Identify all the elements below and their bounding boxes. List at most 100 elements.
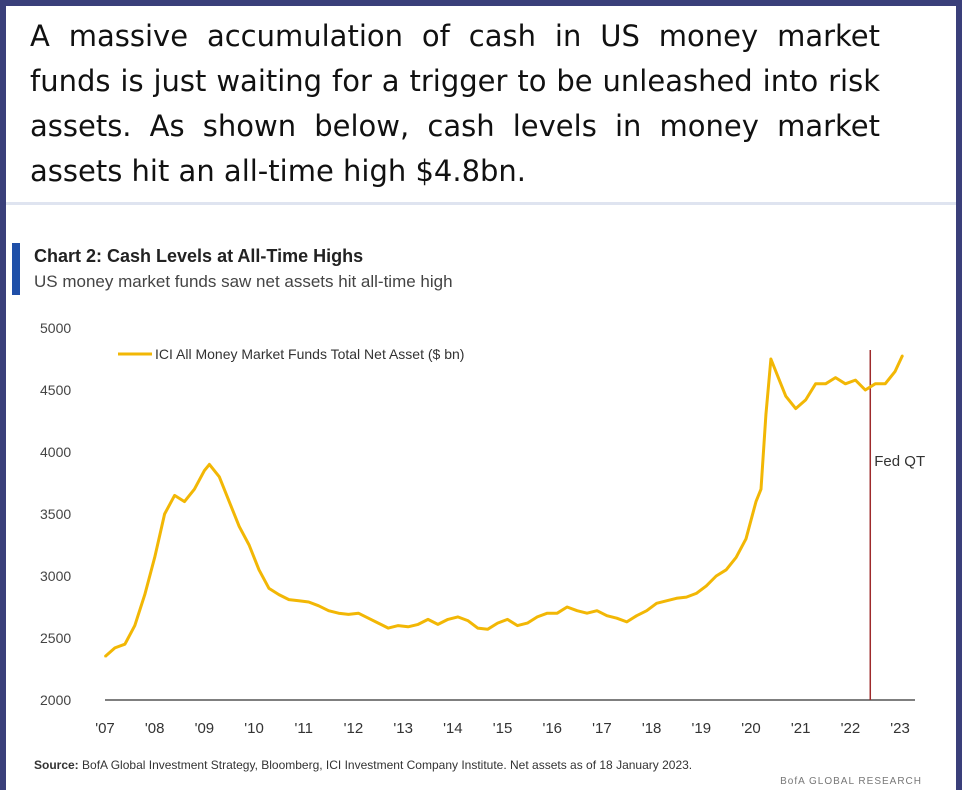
legend-label: ICI All Money Market Funds Total Net Ass…	[155, 346, 464, 362]
series-point	[536, 616, 539, 618]
x-tick-label: '16	[542, 720, 562, 737]
series-point	[163, 513, 166, 515]
chart-subtitle: US money market funds saw net assets hit…	[34, 272, 453, 291]
series-point	[735, 556, 737, 559]
series-point	[665, 600, 668, 602]
source-label: Source:	[34, 758, 79, 772]
series-point	[203, 469, 206, 472]
y-tick-label: 4500	[40, 382, 71, 398]
series-point	[546, 612, 549, 614]
series-point	[327, 609, 330, 612]
y-tick-label: 4000	[40, 444, 71, 460]
series-point	[298, 600, 300, 602]
series-point	[417, 623, 419, 626]
frame-top	[0, 0, 962, 6]
series-point	[124, 643, 126, 645]
x-tick-label: '19	[692, 720, 712, 737]
series-point	[695, 592, 698, 595]
series-point	[228, 500, 230, 503]
x-tick-label: '14	[443, 720, 463, 737]
series-point	[556, 612, 558, 614]
series-point	[248, 544, 250, 546]
series-point	[193, 488, 196, 490]
series-point	[387, 627, 390, 629]
chart-title: Chart 2: Cash Levels at All-Time Highs	[34, 246, 364, 266]
x-tick-label: '10	[244, 720, 264, 737]
source-text: BofA Global Investment Strategy, Bloombe…	[82, 758, 693, 772]
series-point	[367, 617, 370, 619]
series-point	[427, 618, 429, 621]
brand-watermark: BofA GLOBAL RESEARCH	[780, 776, 922, 787]
series-point	[278, 593, 280, 596]
series-point	[745, 538, 747, 540]
series-point	[596, 609, 598, 612]
series-point	[476, 627, 479, 629]
series-point	[794, 407, 797, 410]
series-point	[874, 383, 876, 385]
series-point	[437, 623, 439, 626]
series-point	[765, 414, 767, 416]
series-line	[104, 354, 904, 658]
series-point	[566, 606, 568, 608]
series-point	[183, 500, 186, 503]
series-point	[606, 614, 608, 617]
series-point	[357, 612, 360, 614]
series-point	[725, 569, 727, 571]
series-point	[814, 383, 817, 385]
series-point	[447, 618, 449, 621]
series-point	[114, 647, 116, 649]
series-point	[824, 383, 827, 385]
frame-right	[956, 0, 962, 790]
series-point	[755, 500, 757, 503]
series-point	[144, 593, 146, 596]
x-tick-label: '07	[95, 720, 115, 737]
series-point	[268, 587, 270, 590]
series-point	[218, 476, 221, 478]
series-point	[864, 389, 867, 391]
x-tick-label: '17	[592, 720, 612, 737]
y-tick-label: 2500	[40, 630, 71, 646]
series-point	[506, 618, 509, 621]
x-tick-label: '15	[493, 720, 513, 737]
x-tick-label: '21	[791, 720, 811, 737]
series-point	[457, 616, 459, 618]
y-tick-label: 5000	[40, 320, 71, 336]
series-point	[770, 358, 772, 360]
series-point	[655, 602, 658, 605]
series-point	[104, 655, 106, 658]
series-point	[626, 621, 628, 623]
x-tick-label: '08	[145, 720, 165, 737]
series-point	[884, 383, 886, 385]
series-point	[894, 370, 896, 373]
series-point	[153, 556, 156, 559]
series-point	[496, 622, 499, 624]
series-point	[467, 619, 469, 622]
y-tick-label: 3000	[40, 568, 71, 584]
source-note: Source: BofA Global Investment Strategy,…	[34, 758, 692, 772]
series-point	[777, 376, 780, 379]
series-point	[675, 597, 678, 600]
series-point	[317, 605, 320, 607]
series-point	[347, 613, 350, 616]
series-point	[645, 609, 648, 612]
headline-text: A massive accumulation of cash in US mon…	[30, 19, 880, 188]
series-point	[173, 494, 176, 497]
series-point	[785, 395, 787, 397]
x-tick-label: '20	[741, 720, 761, 737]
chart-canvas: 2000 2500 3000 3500 4000 4500 5000 '07 '08 '09 '10…	[40, 320, 925, 737]
frame-left	[0, 0, 6, 790]
x-tick-label: '12	[344, 720, 364, 737]
series-point	[854, 379, 857, 381]
series-point	[377, 622, 380, 624]
series-point	[705, 585, 708, 587]
y-tick-label: 3500	[40, 506, 71, 522]
y-tick-label: 2000	[40, 692, 71, 708]
x-tick-label: '13	[393, 720, 413, 737]
series-point	[901, 354, 904, 357]
series-point	[526, 622, 529, 624]
series-point	[586, 612, 588, 614]
x-tick-label: '18	[642, 720, 662, 737]
series-point	[307, 601, 310, 603]
series-point	[635, 614, 638, 617]
series-point	[804, 399, 807, 401]
